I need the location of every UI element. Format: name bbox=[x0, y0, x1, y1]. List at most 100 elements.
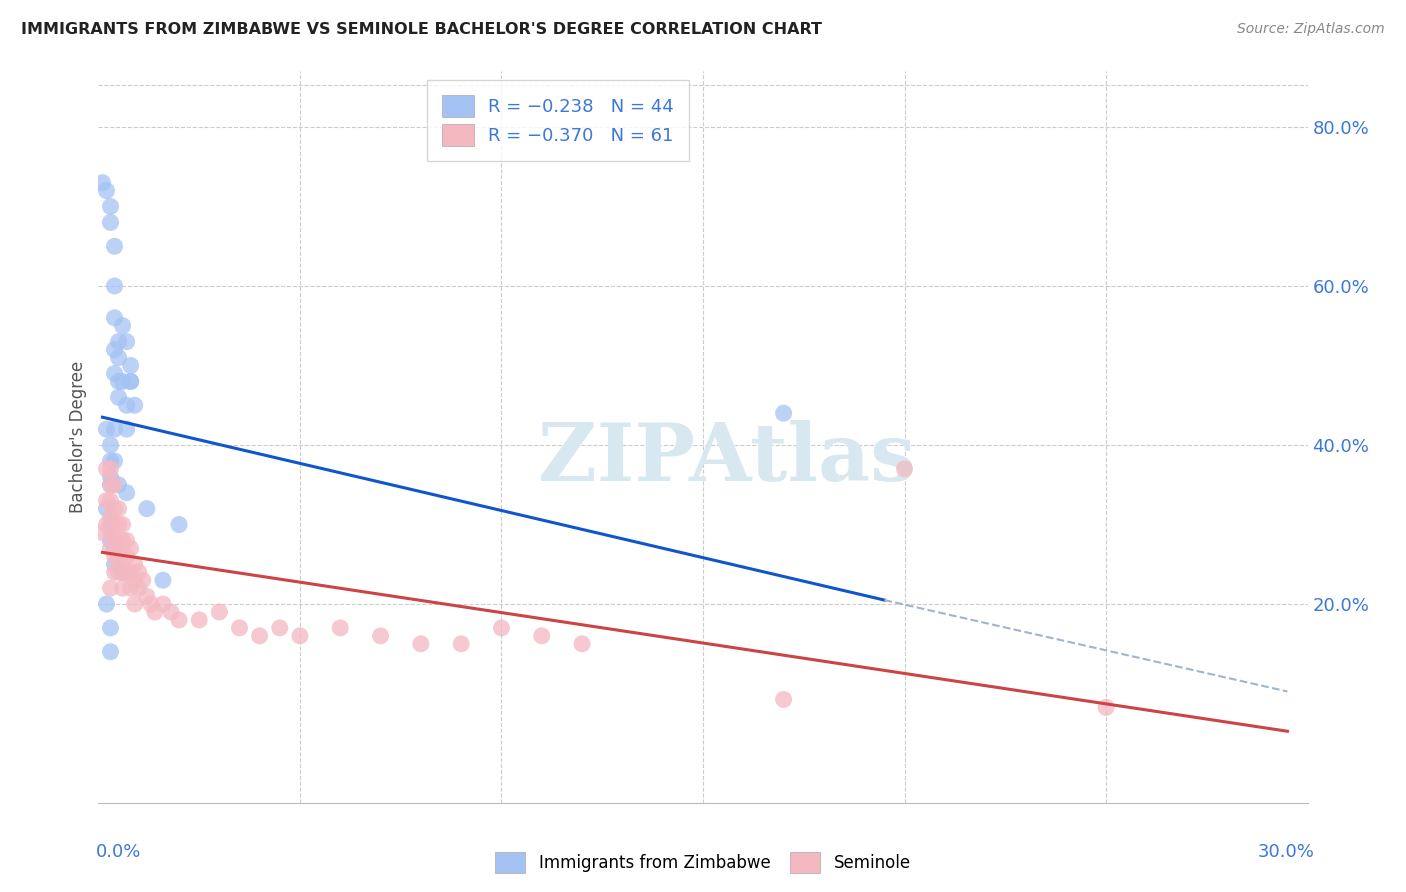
Point bbox=[152, 573, 174, 587]
Point bbox=[115, 422, 138, 436]
Text: 30.0%: 30.0% bbox=[1258, 843, 1315, 861]
Point bbox=[103, 367, 125, 381]
Point bbox=[111, 549, 134, 564]
Point bbox=[96, 597, 118, 611]
Point bbox=[115, 566, 138, 580]
Point bbox=[120, 541, 142, 556]
Point bbox=[100, 470, 122, 484]
Point bbox=[103, 279, 125, 293]
Point bbox=[103, 343, 125, 357]
Point bbox=[107, 517, 129, 532]
Point bbox=[103, 541, 125, 556]
Point bbox=[100, 477, 122, 491]
Point bbox=[100, 541, 122, 556]
Point bbox=[167, 517, 190, 532]
Point bbox=[96, 501, 118, 516]
Point bbox=[96, 184, 118, 198]
Point bbox=[139, 597, 162, 611]
Point bbox=[103, 501, 125, 516]
Point bbox=[107, 477, 129, 491]
Point bbox=[103, 549, 125, 564]
Point bbox=[143, 605, 166, 619]
Point bbox=[103, 566, 125, 580]
Point bbox=[107, 501, 129, 516]
Y-axis label: Bachelor's Degree: Bachelor's Degree bbox=[69, 361, 87, 513]
Point bbox=[91, 176, 114, 190]
Point bbox=[269, 621, 291, 635]
Point bbox=[409, 637, 432, 651]
Point bbox=[111, 581, 134, 595]
Point bbox=[100, 477, 122, 491]
Point bbox=[103, 239, 125, 253]
Point bbox=[96, 493, 118, 508]
Point bbox=[100, 454, 122, 468]
Point bbox=[111, 566, 134, 580]
Point bbox=[120, 581, 142, 595]
Point bbox=[103, 517, 125, 532]
Point bbox=[329, 621, 352, 635]
Legend: R = −0.238   N = 44, R = −0.370   N = 61: R = −0.238 N = 44, R = −0.370 N = 61 bbox=[427, 80, 689, 161]
Point bbox=[107, 375, 129, 389]
Point bbox=[228, 621, 250, 635]
Point bbox=[208, 605, 231, 619]
Point bbox=[96, 422, 118, 436]
Point bbox=[128, 566, 150, 580]
Point bbox=[103, 422, 125, 436]
Point bbox=[107, 566, 129, 580]
Point bbox=[124, 398, 146, 412]
Point bbox=[167, 613, 190, 627]
Point bbox=[491, 621, 513, 635]
Point bbox=[107, 549, 129, 564]
Point bbox=[107, 351, 129, 365]
Point bbox=[135, 501, 157, 516]
Text: IMMIGRANTS FROM ZIMBABWE VS SEMINOLE BACHELOR'S DEGREE CORRELATION CHART: IMMIGRANTS FROM ZIMBABWE VS SEMINOLE BAC… bbox=[21, 22, 823, 37]
Point bbox=[120, 359, 142, 373]
Point bbox=[772, 692, 794, 706]
Point bbox=[124, 597, 146, 611]
Point bbox=[124, 573, 146, 587]
Point bbox=[160, 605, 183, 619]
Point bbox=[100, 533, 122, 548]
Point bbox=[107, 533, 129, 548]
Point bbox=[100, 645, 122, 659]
Point bbox=[100, 215, 122, 229]
Point bbox=[152, 597, 174, 611]
Point bbox=[107, 334, 129, 349]
Point bbox=[288, 629, 311, 643]
Point bbox=[115, 334, 138, 349]
Text: 0.0%: 0.0% bbox=[96, 843, 141, 861]
Point bbox=[132, 573, 155, 587]
Point bbox=[115, 549, 138, 564]
Point bbox=[111, 566, 134, 580]
Point bbox=[103, 454, 125, 468]
Point bbox=[91, 525, 114, 540]
Point bbox=[103, 558, 125, 572]
Point bbox=[100, 509, 122, 524]
Point bbox=[111, 375, 134, 389]
Point bbox=[135, 589, 157, 603]
Point bbox=[100, 581, 122, 595]
Point bbox=[115, 485, 138, 500]
Point bbox=[188, 613, 211, 627]
Point bbox=[103, 477, 125, 491]
Point bbox=[107, 390, 129, 404]
Point bbox=[100, 438, 122, 452]
Point bbox=[100, 525, 122, 540]
Point bbox=[96, 462, 118, 476]
Point bbox=[124, 558, 146, 572]
Point bbox=[111, 318, 134, 333]
Point bbox=[370, 629, 392, 643]
Point bbox=[1095, 700, 1118, 714]
Point bbox=[100, 621, 122, 635]
Point bbox=[571, 637, 593, 651]
Point bbox=[100, 493, 122, 508]
Text: ZIPAtlas: ZIPAtlas bbox=[538, 420, 915, 498]
Point bbox=[249, 629, 271, 643]
Point bbox=[120, 375, 142, 389]
Point bbox=[115, 533, 138, 548]
Point bbox=[772, 406, 794, 420]
Point bbox=[450, 637, 472, 651]
Point bbox=[128, 581, 150, 595]
Point bbox=[100, 200, 122, 214]
Point bbox=[120, 375, 142, 389]
